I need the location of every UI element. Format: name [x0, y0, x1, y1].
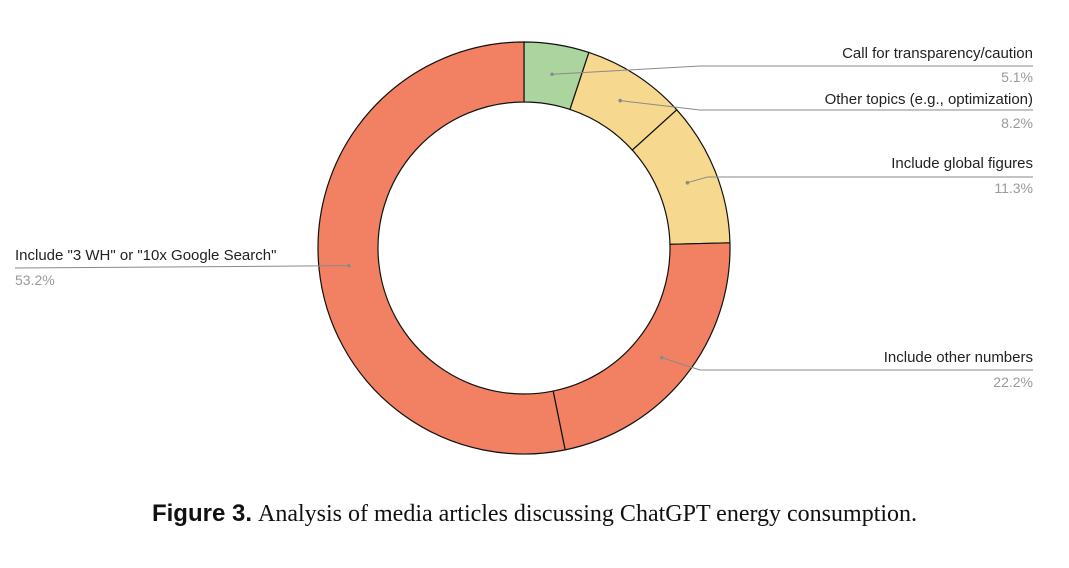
leader-line-other-topics-e-g-optimization — [620, 100, 1033, 111]
leader-lines-layer — [14, 65, 1033, 371]
leader-line-call-for-transparency-caution — [552, 65, 1033, 75]
leader-dot-other-topics-e-g-optimization — [618, 98, 622, 103]
donut-slice-include-other-numbers — [552, 242, 731, 451]
slice-percent-other-topics-e-g-optimization: 8.2% — [1001, 115, 1033, 131]
leader-dot-include-other-numbers — [659, 355, 664, 360]
leader-dot-include-3-wh-or-10x-google-search — [347, 263, 351, 268]
slice-percent-call-for-transparency-caution: 5.1% — [1001, 69, 1033, 85]
slice-label-call-for-transparency-caution: Call for transparency/caution — [842, 45, 1033, 62]
leader-line-include-3-wh-or-10x-google-search — [14, 265, 349, 269]
slice-percent-include-global-figures: 11.3% — [994, 180, 1033, 196]
slice-percent-include-other-numbers: 22.2% — [993, 374, 1033, 390]
slices-layer — [317, 41, 731, 455]
leader-dot-call-for-transparency-caution — [550, 72, 554, 77]
donut-slice-include-3-wh-or-10x-google-search — [317, 41, 566, 455]
leader-dot-include-global-figures — [685, 180, 690, 185]
slice-label-other-topics-e-g-optimization: Other topics (e.g., optimization) — [825, 91, 1033, 108]
slice-label-include-other-numbers: Include other numbers — [884, 349, 1033, 366]
caption-label: Figure 3. — [151, 500, 252, 527]
leader-line-include-global-figures — [687, 176, 1033, 184]
slice-label-include-global-figures: Include global figures — [891, 155, 1033, 172]
slice-percent-include-3-wh-or-10x-google-search: 53.2% — [15, 272, 55, 288]
leader-line-include-other-numbers — [661, 357, 1033, 371]
figure-caption: Figure 3. Analysis of media articles dis… — [0, 500, 1069, 528]
labels-layer: Call for transparency/caution 5.1% Other t… — [15, 45, 1033, 390]
caption-text: Analysis of media articles discussing Ch… — [258, 501, 918, 527]
slice-label-include-3-wh-or-10x-google-search: Include "3 WH" or "10x Google Search" — [15, 247, 276, 264]
donut-chart: Call for transparency/caution 5.1% Other t… — [14, 41, 1033, 455]
